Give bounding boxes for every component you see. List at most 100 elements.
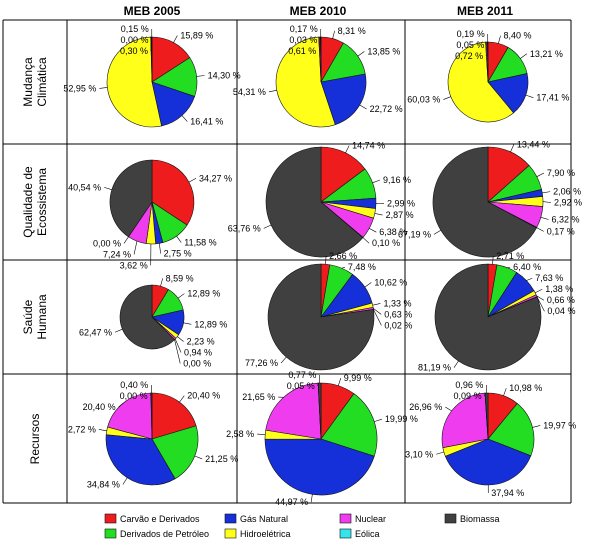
row-label-3: Recursos [28, 414, 42, 465]
pie-label-carvao: 9,99 % [344, 373, 372, 383]
pie-leader-eolica [175, 340, 181, 364]
pie-label-biomassa: 0,17 % [290, 24, 318, 34]
pie-label-eolica: 0,02 % [384, 320, 412, 330]
pie-leader-nuclear [445, 407, 451, 411]
row-label-line: Saúde [21, 299, 35, 334]
column-header-2010: MEB 2010 [290, 4, 347, 18]
legend-label-derivados: Derivados de Petróleo [120, 529, 209, 539]
pie-label-hidro: 1,33 % [383, 298, 411, 308]
pie-0-0: 15,89 %14,30 %16,41 %52,95 %0,30 %0,00 %… [63, 24, 240, 127]
pie-label-biomassa: 62,47 % [79, 327, 112, 337]
pie-leader-hidro [443, 97, 450, 100]
pie-label-gas: 7,63 % [535, 273, 563, 283]
pie-leader-biomassa [115, 329, 122, 332]
legend-swatch-nuclear [340, 514, 351, 523]
pie-label-carvao: 10,98 % [509, 383, 542, 393]
pie-leader-derivados [177, 236, 182, 242]
pie-1-1: 14,74 %9,16 %2,99 %2,87 %6,38 %0,10 %63,… [228, 141, 415, 257]
pie-label-biomassa: 0,40 % [120, 380, 148, 390]
pie-label-derivados: 11,58 % [184, 238, 216, 248]
pie-label-hidro: 3,10 % [405, 449, 433, 459]
pie-label-nuclear: 0,94 % [184, 347, 212, 357]
pie-leader-gas [183, 323, 191, 324]
pie-leader-derivados [537, 173, 544, 177]
pie-label-hidro: 52,95 % [63, 83, 96, 93]
pie-leader-carvao [346, 146, 350, 153]
pie-label-derivados: 12,89 % [187, 289, 220, 299]
pie-leader-nuclear [541, 217, 549, 219]
pie-leader-carvao [504, 388, 507, 396]
pie-1-2: 13,44 %7,90 %2,06 %2,92 %6,32 %0,17 %67,… [398, 140, 582, 257]
row-label-line: Qualidade de [21, 166, 35, 238]
pie-3-1: 9,99 %19,99 %44,97 %2,58 %21,65 %0,05 %0… [226, 370, 418, 507]
pie-2-2: 2,71 %6,40 %7,63 %1,38 %0,66 %0,04 %81,1… [418, 251, 575, 372]
pie-label-eolica: 0,00 % [120, 35, 148, 45]
pie-label-gas: 44,97 % [275, 497, 308, 507]
pie-leader-hidro [177, 337, 183, 342]
pie-leader-derivados [373, 180, 381, 183]
pie-charts: 15,89 %14,30 %16,41 %52,95 %0,30 %0,00 %… [63, 24, 582, 507]
pie-label-gas: 22,72 % [370, 104, 403, 114]
row-label-line: Climática [35, 57, 49, 107]
pie-label-hidro: 1,38 % [545, 284, 573, 294]
pie-label-eolica: 0,09 % [454, 391, 482, 401]
pie-leader-carvao [493, 256, 494, 264]
pie-leader-gas [311, 494, 312, 502]
pie-label-hidro: 2,92 % [554, 198, 582, 208]
pie-label-gas: 2,06 % [553, 187, 581, 197]
legend-swatch-derivados [105, 529, 116, 538]
pie-label-biomassa: 0,19 % [457, 29, 485, 39]
row-label-1: Qualidade deEcossistema [21, 166, 49, 238]
pie-label-hidro: 54,31 % [233, 87, 266, 97]
pie-label-carvao: 8,31 % [338, 26, 366, 36]
pie-label-gas: 2,75 % [164, 249, 192, 259]
pie-label-carvao: 2,71 % [496, 251, 524, 261]
pie-label-derivados: 13,85 % [367, 46, 400, 56]
pie-label-eolica: 0,00 % [93, 238, 121, 248]
pie-label-derivados: 7,90 % [547, 168, 575, 178]
pie-label-eolica: 0,17 % [547, 226, 575, 236]
pie-label-derivados: 19,97 % [543, 420, 576, 430]
pie-label-derivados: 9,16 % [383, 175, 411, 185]
pie-label-gas: 37,94 % [491, 488, 524, 498]
pie-leader-hidro [373, 303, 381, 305]
pie-label-gas: 16,41 % [190, 117, 223, 127]
column-header-2011: MEB 2011 [457, 4, 513, 18]
pie-leader-gas [526, 95, 534, 98]
pie-label-carvao: 15,89 % [180, 30, 213, 40]
pie-label-derivados: 13,21 % [530, 49, 563, 59]
pie-leader-hidro [543, 202, 551, 203]
pie-label-nuclear: 26,96 % [409, 402, 442, 412]
pie-label-derivados: 19,99 % [385, 414, 418, 424]
pie-leader-hidro [269, 90, 277, 91]
pie-label-biomassa: 67,19 % [398, 229, 431, 239]
pie-leader-carvao [180, 396, 185, 402]
pie-label-eolica: 0,00 % [183, 358, 211, 368]
pie-label-nuclear: 0,30 % [120, 46, 148, 56]
pie-3-2: 10,98 % 19,97 % 37,94 % 3,10 % 26,96 % 0,09 %… [405, 380, 576, 498]
pie-leader-gas [123, 478, 127, 485]
pie-leader-eolica [537, 228, 544, 232]
pie-2-1: 2,66 %7,48 %10,62 %1,33 %0,63 %0,02 %77,… [245, 251, 412, 370]
pie-leader-gas [542, 192, 550, 193]
pie-label-carvao: 20,40 % [187, 391, 220, 401]
pie-label-carvao: 2,66 % [329, 251, 357, 261]
pie-label-eolica: 0,00 % [120, 391, 148, 401]
column-headers: MEB 2005 MEB 2010 MEB 2011 [124, 4, 514, 18]
pie-leader-gas [526, 278, 532, 280]
pie-label-eolica: 0,10 % [372, 238, 400, 248]
pie-leader-nuclear [134, 241, 137, 254]
pie-label-gas: 10,62 % [374, 278, 407, 288]
pie-2-0: 8,59 %12,89 %12,89 %2,23 %0,94 %0,00 %62… [79, 273, 227, 368]
pie-leader-derivados [342, 267, 345, 268]
pie-label-carvao: 8,59 % [166, 273, 194, 283]
pie-label-eolica: 0,04 % [547, 306, 575, 316]
pie-label-derivados: 6,40 % [513, 262, 541, 272]
pie-0-1: 8,31 %13,85 %22,72 %54,31 %0,61 %0,03 %0… [233, 24, 403, 127]
pie-label-nuclear: 7,24 % [103, 249, 131, 259]
legend-label-nuclear: Nuclear [355, 514, 386, 524]
pie-leader-nuclear [369, 228, 376, 232]
